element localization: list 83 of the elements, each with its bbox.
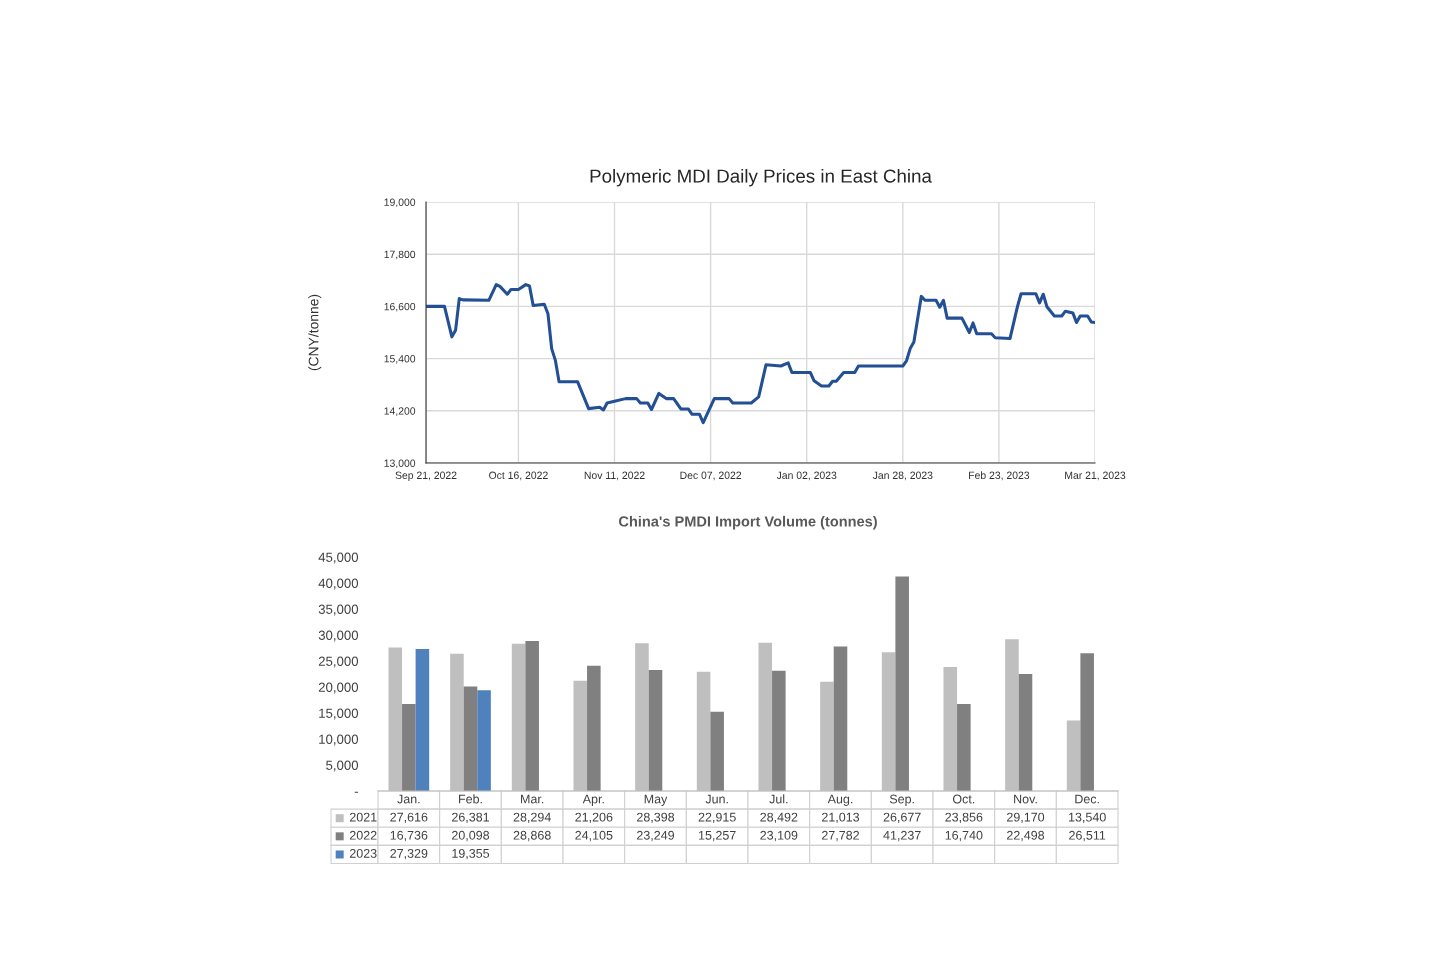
data-label: 23,109 bbox=[760, 830, 798, 842]
data-label: 15,257 bbox=[699, 830, 736, 842]
x-tick-label: Dec 07, 2022 bbox=[680, 471, 742, 481]
y-tick-label: 13,000 bbox=[384, 459, 416, 469]
bar bbox=[1080, 653, 1094, 791]
y-axis-title: (CNY/tonne) bbox=[308, 294, 322, 371]
line-series bbox=[426, 283, 1095, 425]
x-tick-label: Aug. bbox=[827, 794, 853, 806]
data-label: 26,381 bbox=[452, 812, 490, 824]
data-label: 28,868 bbox=[513, 830, 551, 842]
x-tick-label: Oct 16, 2022 bbox=[489, 471, 548, 481]
data-label: 27,616 bbox=[390, 812, 428, 824]
x-tick-label: Jun. bbox=[705, 794, 728, 804]
y-tick-label: 19,000 bbox=[384, 198, 416, 208]
y-tick-label: 16,600 bbox=[384, 302, 416, 312]
bar bbox=[463, 686, 478, 791]
bar bbox=[957, 703, 971, 791]
data-label: 19,355 bbox=[452, 848, 490, 860]
y-tick-label: 14,200 bbox=[384, 407, 416, 416]
data-label: 16,740 bbox=[945, 830, 983, 842]
bar bbox=[525, 640, 539, 791]
data-label: 24,105 bbox=[575, 830, 613, 842]
x-tick-label: Nov 11, 2022 bbox=[584, 471, 645, 481]
y-tick-label: 25,000 bbox=[318, 656, 359, 668]
data-label: 16,736 bbox=[390, 830, 428, 842]
bar bbox=[772, 670, 786, 791]
y-tick-label: 35,000 bbox=[318, 604, 359, 616]
data-label: 26,677 bbox=[883, 812, 921, 824]
x-tick-label: May bbox=[644, 794, 668, 806]
x-tick-label: Feb 23, 2023 bbox=[969, 471, 1030, 481]
x-tick-label: Jan 02, 2023 bbox=[776, 471, 837, 481]
bar bbox=[710, 711, 724, 791]
bar bbox=[477, 690, 491, 791]
data-label: 22,498 bbox=[1007, 830, 1045, 842]
y-tick-label: 17,800 bbox=[384, 250, 416, 260]
legend-label: 2022 bbox=[349, 830, 377, 840]
y-tick-label: 20,000 bbox=[318, 682, 359, 694]
data-label: 13,540 bbox=[1069, 812, 1106, 824]
x-tick-label: Nov. bbox=[1014, 794, 1037, 804]
data-label: 20,098 bbox=[452, 830, 490, 842]
data-label: 28,398 bbox=[637, 812, 675, 824]
data-label: 41,237 bbox=[883, 830, 921, 842]
y-tick-label: 5,000 bbox=[326, 760, 359, 772]
y-tick-label: 30,000 bbox=[318, 630, 359, 642]
y-tick-label: 45,000 bbox=[318, 552, 359, 564]
y-tick-label: 40,000 bbox=[318, 578, 359, 590]
x-tick-label: Sep. bbox=[889, 794, 914, 806]
y-tick-label: - bbox=[354, 791, 358, 793]
data-label: 23,856 bbox=[945, 812, 983, 824]
bar bbox=[1018, 674, 1033, 791]
data-label: 22,915 bbox=[698, 812, 736, 824]
data-label: 23,249 bbox=[637, 830, 675, 842]
data-label: 26,511 bbox=[1069, 830, 1106, 842]
y-tick-label: 10,000 bbox=[319, 734, 359, 746]
bar bbox=[648, 670, 663, 791]
y-tick-label: 15,400 bbox=[384, 355, 416, 364]
bar bbox=[415, 648, 430, 791]
x-tick-label: Mar. bbox=[521, 794, 544, 804]
x-tick-label: Sep 21, 2022 bbox=[395, 471, 457, 482]
data-label: 27,782 bbox=[822, 830, 859, 842]
x-tick-label: Feb. bbox=[459, 794, 482, 804]
data-label: 29,170 bbox=[1007, 812, 1045, 824]
x-tick-label: Apr. bbox=[582, 794, 604, 806]
bar bbox=[402, 703, 416, 791]
data-label: 21,206 bbox=[575, 812, 613, 824]
legend-label: 2021 bbox=[349, 812, 377, 822]
chart-title: China's PMDI Import Volume (tonnes) bbox=[618, 515, 877, 530]
x-tick-label: Jan. bbox=[397, 794, 420, 804]
bar bbox=[833, 646, 848, 791]
chart-title: Polymeric MDI Daily Prices in East China bbox=[590, 168, 932, 187]
data-label: 21,013 bbox=[822, 812, 860, 824]
data-label: 28,294 bbox=[513, 812, 551, 824]
data-label: 28,492 bbox=[760, 812, 798, 824]
y-tick-label: 15,000 bbox=[319, 708, 359, 720]
bar bbox=[895, 576, 909, 791]
legend-label: 2023 bbox=[349, 848, 377, 858]
x-tick-label: Oct. bbox=[952, 794, 975, 804]
bar bbox=[587, 665, 601, 791]
x-tick-label: Dec. bbox=[1075, 794, 1099, 804]
data-label: 27,329 bbox=[390, 848, 428, 860]
x-tick-label: Jul. bbox=[769, 794, 788, 804]
x-tick-label: Mar 21, 2023 bbox=[1065, 471, 1126, 481]
x-tick-label: Jan 28, 2023 bbox=[872, 471, 933, 481]
